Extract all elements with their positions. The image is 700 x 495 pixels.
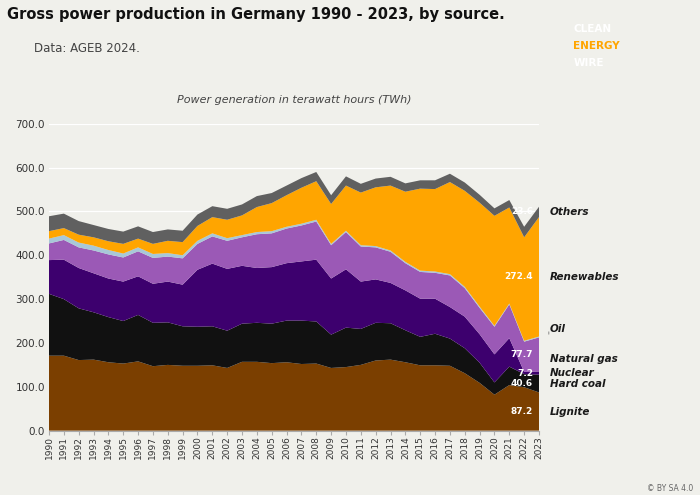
Text: 272.4: 272.4 [505,272,533,281]
Text: 77.7: 77.7 [510,350,533,359]
Text: CLEAN: CLEAN [573,24,611,34]
Text: 23.6: 23.6 [511,207,533,216]
Text: Hard coal: Hard coal [550,379,605,389]
Text: Oil: Oil [550,324,566,334]
Text: WIRE: WIRE [573,58,604,68]
Text: Others: Others [550,207,589,217]
Text: © BY SA 4.0: © BY SA 4.0 [647,484,693,493]
Text: 40.6: 40.6 [511,379,533,388]
Text: Renewables: Renewables [550,272,619,282]
Text: 87.2: 87.2 [511,407,533,416]
Text: 7.2: 7.2 [517,369,533,378]
Text: Natural gas: Natural gas [550,354,617,364]
Text: Nuclear: Nuclear [550,368,594,378]
Text: Power generation in terawatt hours (TWh): Power generation in terawatt hours (TWh) [176,96,412,105]
Text: Data: AGEB 2024.: Data: AGEB 2024. [34,42,139,55]
Text: Lignite: Lignite [550,406,590,416]
Text: ENERGY: ENERGY [573,41,620,51]
Text: Gross power production in Germany 1990 - 2023, by source.: Gross power production in Germany 1990 -… [7,7,505,22]
